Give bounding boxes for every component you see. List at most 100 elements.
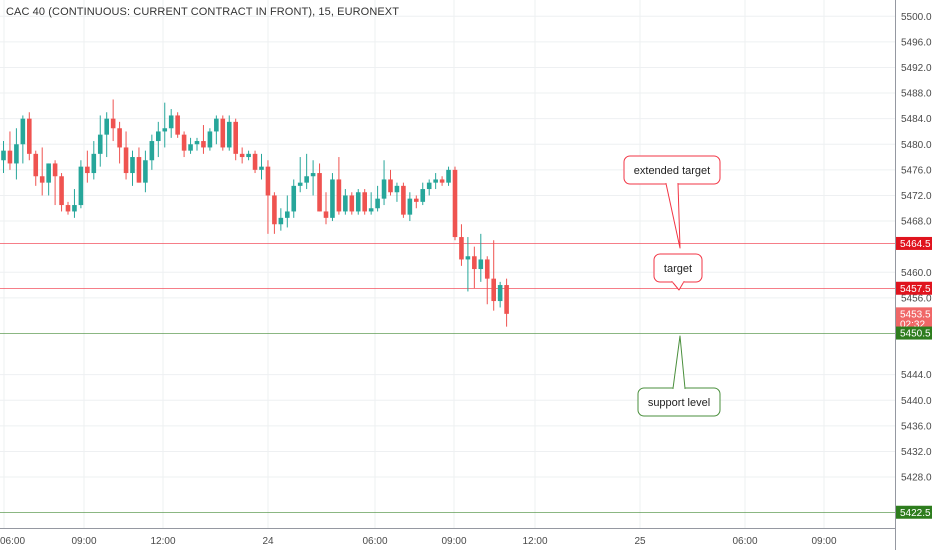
y-tick-label: 5428.0 — [901, 473, 932, 484]
candle-body — [285, 211, 290, 218]
candle-body — [368, 208, 374, 212]
candle-body — [78, 166, 84, 206]
y-tick-label: 5492.0 — [901, 63, 932, 74]
candle-body — [388, 179, 393, 193]
candle-body — [27, 118, 32, 154]
callout-label: extended target — [634, 165, 710, 177]
y-tick-label: 5496.0 — [901, 37, 932, 48]
candle-body — [394, 185, 400, 193]
price-tag-label: 5450.5 — [900, 329, 931, 340]
y-tick-label: 5468.0 — [901, 217, 932, 228]
candle-body — [478, 259, 484, 270]
candles — [1, 99, 509, 327]
x-tick-label: 06:00 — [0, 536, 25, 547]
candle-body — [175, 115, 180, 135]
x-tick-label: 06:00 — [732, 536, 757, 547]
grid-layer — [0, 0, 895, 528]
candle-body — [246, 153, 251, 158]
candle-body — [426, 182, 432, 190]
candle-body — [1, 150, 6, 161]
candle-body — [504, 285, 509, 314]
candle-body — [14, 144, 19, 164]
y-tick-label: 5488.0 — [901, 89, 932, 100]
level-lines — [0, 243, 895, 513]
x-tick-label: 12:00 — [150, 536, 175, 547]
candle-body — [97, 134, 103, 154]
candle-body — [472, 256, 477, 270]
y-tick-label: 5472.0 — [901, 191, 932, 202]
candle-body — [123, 147, 129, 174]
candle-body — [162, 128, 168, 132]
candle-body — [323, 211, 329, 218]
candle-body — [310, 173, 316, 177]
price-tag-bg — [896, 505, 932, 519]
candle-body — [452, 169, 458, 238]
candle-body — [446, 169, 451, 183]
x-tick-label: 25 — [634, 536, 646, 547]
candle-body — [136, 157, 142, 183]
candle-body — [265, 166, 271, 196]
candle-body — [168, 115, 174, 129]
candle-body — [20, 118, 26, 145]
callouts: extended target target support level — [623, 155, 721, 417]
price-tag-bg — [896, 236, 932, 250]
callout-pointer — [665, 183, 681, 249]
candle-body — [343, 195, 348, 212]
candle-body — [414, 198, 419, 202]
price-tag-bg — [896, 307, 932, 321]
candle-body — [407, 198, 413, 215]
candle-body — [33, 153, 39, 177]
y-tick-label: 5480.0 — [901, 140, 932, 151]
candle-body — [317, 173, 322, 212]
candle-body — [65, 205, 71, 212]
x-tick-label: 06:00 — [362, 536, 387, 547]
candle-body — [497, 285, 503, 302]
candle-body — [465, 256, 471, 260]
candle-body — [214, 118, 219, 132]
candle-body — [233, 121, 238, 154]
candle-body — [59, 176, 64, 206]
x-tick-label: 09:00 — [71, 536, 96, 547]
candle-body — [362, 192, 367, 212]
candle-body — [381, 179, 387, 199]
candle-body — [104, 118, 109, 135]
x-tick-label: 09:00 — [441, 536, 466, 547]
candle-body — [336, 179, 342, 212]
y-tick-label: 5440.0 — [901, 396, 932, 407]
x-tick-label: 12:00 — [522, 536, 547, 547]
y-tick-label: 5500.0 — [901, 12, 932, 23]
candle-body — [72, 205, 77, 212]
callout-label: target — [664, 263, 692, 275]
candle-body — [239, 153, 245, 158]
candle-body — [420, 189, 426, 202]
price-tag-label: 5464.5 — [900, 239, 931, 250]
y-tick-label: 5476.0 — [901, 165, 932, 176]
candle-body — [117, 128, 122, 148]
candle-body — [156, 131, 161, 142]
y-tick-label: 5456.0 — [901, 293, 932, 304]
price-tag-bg — [896, 326, 932, 340]
price-tag-label: 5457.5 — [900, 284, 931, 295]
candle-body — [272, 195, 277, 225]
y-tick-label: 5444.0 — [901, 370, 932, 381]
candle-body — [91, 153, 97, 174]
callout-extended-target: extended target — [623, 155, 721, 249]
candle-body — [330, 179, 335, 218]
candle-body — [39, 176, 45, 183]
candle-body — [401, 185, 406, 215]
candle-body — [201, 141, 206, 148]
y-tick-label: 5484.0 — [901, 114, 932, 125]
price-tag-bg — [896, 281, 932, 295]
candle-body — [7, 150, 13, 164]
candle-body — [143, 160, 148, 183]
candle-body — [355, 192, 361, 212]
candle-body — [297, 182, 303, 186]
y-tick-label: 5460.0 — [901, 268, 932, 279]
x-tick-label: 09:00 — [811, 536, 836, 547]
y-tick-label: 5436.0 — [901, 421, 932, 432]
candle-body — [85, 166, 90, 174]
candle-body — [484, 259, 490, 279]
candle-body — [459, 237, 464, 260]
